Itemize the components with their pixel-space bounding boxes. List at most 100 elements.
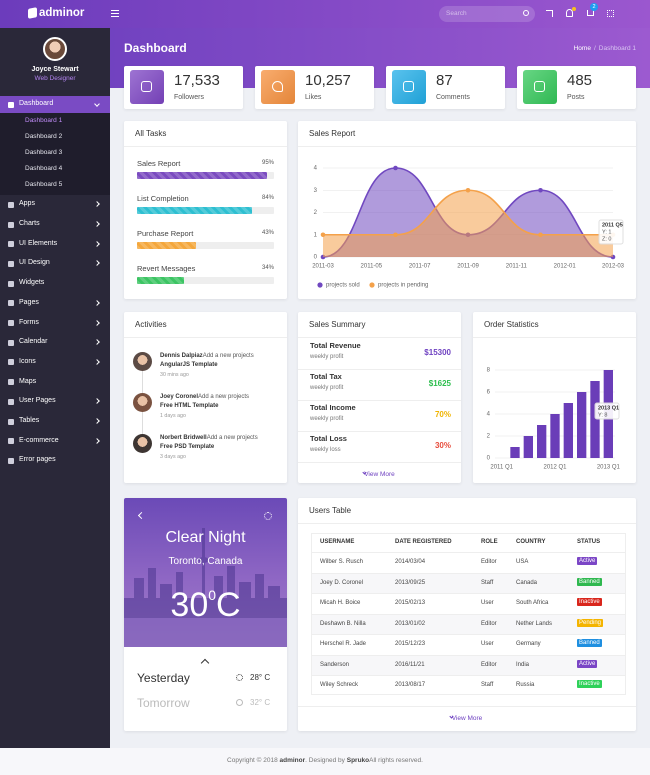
menu-item[interactable]: UI Elements	[0, 234, 110, 254]
menu-icon	[8, 260, 14, 267]
submenu-item[interactable]: Dashboard 1	[25, 117, 63, 124]
menu-chevron	[94, 260, 100, 267]
weather-settings[interactable]	[264, 512, 272, 520]
summary-sub: weekly loss	[310, 447, 341, 453]
summary-sub: weekly profit	[310, 416, 344, 422]
card-divider	[298, 337, 461, 338]
activity-time: 1 days ago	[160, 413, 186, 419]
menu-label: Error pages	[19, 456, 56, 464]
menu-item[interactable]: Forms	[0, 313, 110, 333]
view-more[interactable]: View More	[451, 715, 483, 722]
table-cell: Sanderson	[320, 661, 350, 668]
menu-chevron	[94, 240, 100, 247]
menu-toggle[interactable]	[111, 10, 119, 17]
cart-icon[interactable]	[587, 10, 594, 16]
menu-label: Charts	[19, 220, 40, 228]
menu-item[interactable]: Icons	[0, 353, 110, 373]
menu-icon	[8, 201, 14, 208]
menu-icon	[8, 457, 14, 464]
activity-avatar	[133, 434, 152, 453]
summary-label: Total Tax	[310, 372, 342, 381]
menu-item[interactable]: Widgets	[0, 274, 110, 294]
submenu-item[interactable]: Dashboard 4	[25, 165, 63, 172]
menu-item[interactable]: Charts	[0, 215, 110, 235]
menu-item[interactable]: Maps	[0, 372, 110, 392]
progress-bar	[137, 277, 184, 284]
menu-label: Icons	[19, 357, 36, 365]
activity-time: 30 mins ago	[160, 372, 189, 378]
progress-track	[137, 242, 274, 249]
stat-label: Followers	[174, 94, 204, 101]
view-more[interactable]: View More	[364, 471, 395, 478]
table-cell: Editor	[481, 559, 497, 565]
menu-icon	[8, 300, 14, 307]
stat-icon-glyph	[403, 81, 414, 92]
activity-item: Free HTML Template	[160, 403, 219, 409]
menu-icon	[8, 438, 14, 445]
apps-icon[interactable]	[607, 10, 614, 17]
temperature-value: 30	[170, 586, 209, 624]
table-header: DATE REGISTERED	[395, 539, 452, 545]
table-cell: Wilber S. Rusch	[320, 559, 364, 565]
temperature-unit: C	[216, 586, 241, 624]
table-cell: Herschel R. Jade	[320, 641, 367, 647]
stat-value: 485	[567, 72, 593, 89]
menu-item[interactable]: Apps	[0, 195, 110, 215]
table-cell: Russia	[516, 682, 535, 688]
submenu-item[interactable]: Dashboard 5	[25, 181, 63, 188]
table-cell: Editor	[481, 620, 497, 627]
stat-label: Posts	[567, 94, 585, 101]
table-row	[312, 572, 625, 593]
menu-item[interactable]: Dashboard	[0, 96, 110, 113]
summary-divider	[298, 431, 461, 432]
menu-item[interactable]: User Pages	[0, 392, 110, 412]
status-badge: Active	[577, 557, 598, 565]
menu-icon	[8, 280, 14, 287]
footer-bar	[0, 748, 650, 775]
card	[298, 121, 636, 299]
progress-bar	[137, 242, 196, 249]
menu-chevron	[94, 437, 100, 444]
search-box[interactable]	[439, 6, 535, 22]
breadcrumb: Home / Dashboard 1	[500, 45, 636, 52]
fullscreen-icon[interactable]	[546, 10, 553, 17]
menu-icon	[8, 359, 14, 366]
menu-icon	[8, 221, 14, 228]
menu-item[interactable]: Tables	[0, 412, 110, 432]
menu-icon	[8, 339, 14, 346]
menu-chevron	[94, 221, 100, 227]
summary-label: Total Loss	[310, 434, 347, 443]
bell-icon[interactable]	[566, 9, 573, 17]
table-cell: Micah H. Boice	[320, 600, 361, 606]
progress-track	[137, 277, 274, 284]
menu-item[interactable]: Error pages	[0, 451, 110, 471]
activity-item: AngularJS Template	[160, 362, 218, 368]
submenu-item[interactable]: Dashboard 3	[25, 149, 63, 156]
breadcrumb-home[interactable]: Home	[573, 45, 591, 52]
forecast-icon	[236, 674, 243, 681]
stat-value: 10,257	[305, 72, 351, 89]
submenu-item[interactable]: Dashboard 2	[25, 133, 63, 140]
menu-item[interactable]: UI Design	[0, 254, 110, 274]
forecast-icon	[236, 699, 243, 706]
stat-icon	[130, 70, 164, 104]
search-icon[interactable]	[523, 10, 529, 16]
notification-badge: 2	[590, 3, 598, 11]
weather-image	[124, 498, 287, 647]
summary-label: Total Revenue	[310, 341, 361, 350]
stat-value: 17,533	[174, 72, 220, 89]
table-cell: Canada	[516, 579, 538, 586]
table-cell: Nether Lands	[516, 620, 553, 627]
menu-label: Apps	[19, 200, 35, 208]
table-cell: Germany	[516, 641, 541, 647]
card	[124, 312, 287, 483]
menu-item[interactable]: Calendar	[0, 333, 110, 353]
water	[124, 618, 287, 647]
card-divider	[298, 523, 636, 524]
menu-item[interactable]: Pages	[0, 294, 110, 314]
card-divider	[298, 146, 636, 147]
menu-item[interactable]: E-commerce	[0, 431, 110, 451]
card-title: Order Statistics	[484, 320, 539, 329]
search-placeholder[interactable]: Search	[446, 10, 467, 17]
